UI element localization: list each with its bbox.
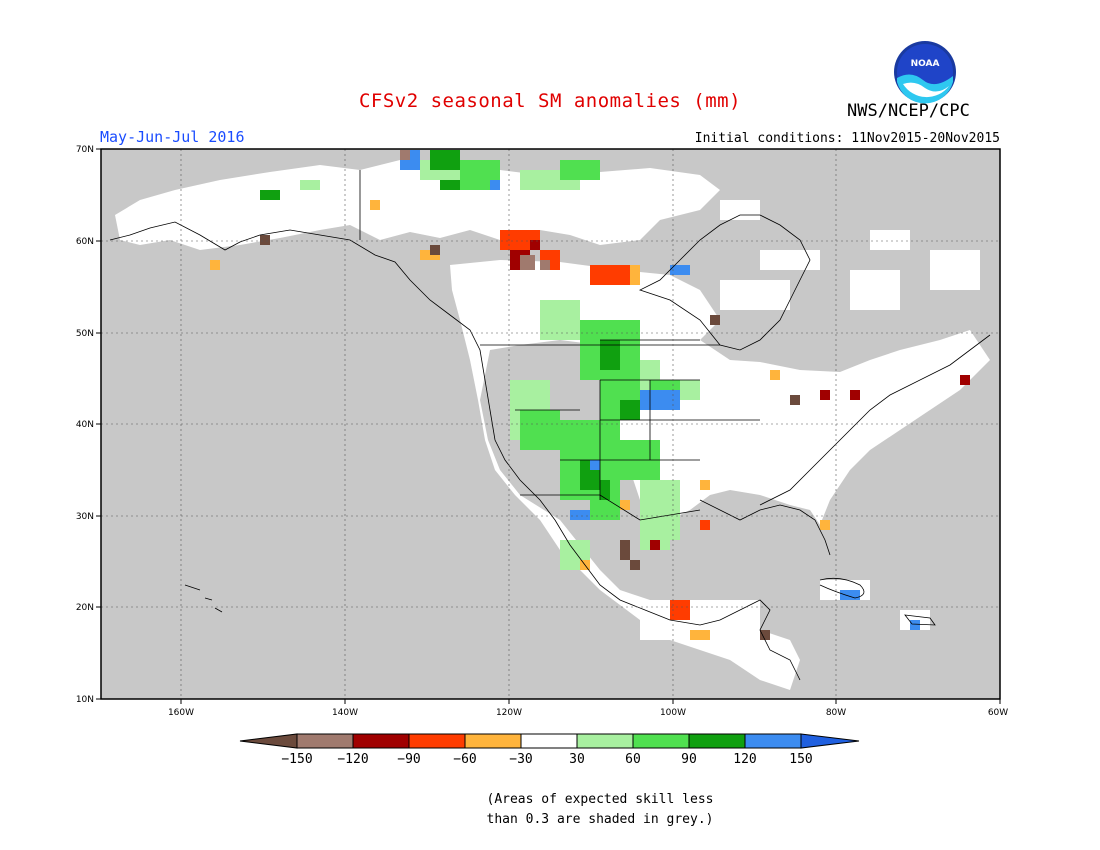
legend-tick-label: −120	[337, 752, 368, 767]
legend-swatch	[352, 733, 410, 749]
lon-label-160w: 160W	[168, 708, 194, 718]
legend-tick-label: −60	[453, 752, 476, 767]
legend-swatch	[408, 733, 466, 749]
legend-tick-label: −150	[281, 752, 312, 767]
lon-label-100w: 100W	[660, 708, 686, 718]
skill-note-line-1: (Areas of expected skill less	[486, 792, 714, 807]
legend-tick-label: 60	[625, 752, 641, 767]
lat-label-30n: 30N	[76, 512, 94, 522]
logo-text: NOAA	[911, 59, 940, 69]
legend-arrow-left	[239, 733, 298, 749]
legend-arrow-right	[800, 733, 860, 749]
graticule	[101, 149, 1000, 699]
legend-tick-label: −30	[509, 752, 532, 767]
land-areas	[115, 160, 990, 690]
legend-swatch	[464, 733, 522, 749]
lat-label-40n: 40N	[76, 420, 94, 430]
lon-label-120w: 120W	[496, 708, 522, 718]
skill-note: (Areas of expected skill less than 0.3 a…	[470, 790, 730, 830]
lat-label-70n: 70N	[76, 145, 94, 155]
lon-label-80w: 80W	[826, 708, 846, 718]
noaa-logo: NOAA	[894, 41, 956, 104]
lat-label-50n: 50N	[76, 329, 94, 339]
skill-note-line-2: than 0.3 are shaded in grey.)	[486, 812, 714, 827]
legend-tick-label: 150	[789, 752, 812, 767]
dry-anomaly-cells	[210, 150, 970, 640]
agency-label: NWS/NCEP/CPC	[847, 101, 970, 121]
coastlines	[109, 170, 991, 681]
lon-label-140w: 140W	[332, 708, 358, 718]
legend-tick-label: 120	[733, 752, 756, 767]
legend-swatch	[688, 733, 746, 749]
legend-tick-label: 30	[569, 752, 585, 767]
legend-swatch	[296, 733, 354, 749]
legend-swatch	[744, 733, 802, 749]
legend-swatch	[576, 733, 634, 749]
map-title: CFSv2 seasonal SM anomalies (mm)	[358, 90, 742, 112]
lat-label-60n: 60N	[76, 237, 94, 247]
lat-label-20n: 20N	[76, 603, 94, 613]
season-label: May-Jun-Jul 2016	[100, 128, 245, 146]
color-legend	[239, 733, 860, 749]
legend-tick-label: −90	[397, 752, 420, 767]
axis-ticks	[96, 148, 1001, 704]
initial-conditions-label: Initial conditions: 11Nov2015-20Nov2015	[694, 131, 1000, 146]
color-legend-labels: −150 −120 −90 −60 −30 30 60 90 120 150	[281, 752, 812, 767]
lon-label-60w: 60W	[988, 708, 1008, 718]
lat-label-10n: 10N	[76, 695, 94, 705]
legend-swatch	[632, 733, 690, 749]
legend-tick-label: 90	[681, 752, 697, 767]
legend-swatch	[520, 733, 578, 749]
